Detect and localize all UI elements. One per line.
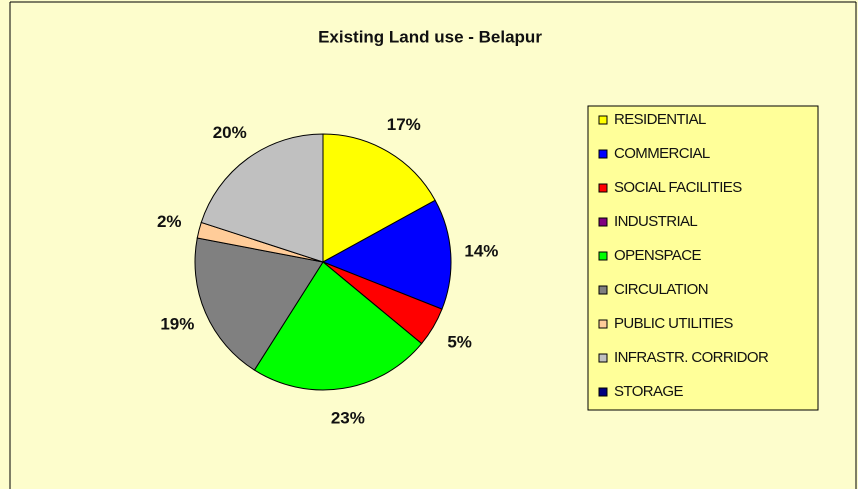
data-label: 19% bbox=[160, 315, 194, 334]
legend-label: PUBLIC UTILITIES bbox=[614, 315, 733, 332]
legend-label: RESIDENTIAL bbox=[614, 111, 706, 128]
legend-swatch bbox=[598, 183, 608, 193]
legend-box bbox=[587, 105, 819, 411]
legend-swatch bbox=[598, 115, 608, 125]
pie-slice bbox=[321, 199, 452, 310]
legend-swatch bbox=[598, 285, 608, 295]
data-label: 5% bbox=[447, 332, 472, 351]
pie-slice bbox=[322, 133, 436, 263]
legend-swatch bbox=[598, 387, 608, 397]
pie-slice bbox=[253, 261, 423, 391]
pie-slice bbox=[194, 237, 324, 371]
data-label: 20% bbox=[213, 123, 247, 142]
legend-label: STORAGE bbox=[614, 383, 683, 400]
legend-label: INFRASTR. CORRIDOR bbox=[614, 349, 769, 366]
pie-slice bbox=[200, 133, 324, 263]
data-label: 2% bbox=[157, 212, 182, 231]
legend-label: SOCIAL FACILITIES bbox=[614, 179, 742, 196]
legend-swatch bbox=[598, 149, 608, 159]
legend-swatch bbox=[598, 319, 608, 329]
data-label: 23% bbox=[331, 408, 365, 427]
chart-title: Existing Land use - Belapur bbox=[318, 27, 542, 46]
data-label: 17% bbox=[387, 115, 421, 134]
legend-swatch bbox=[598, 353, 608, 363]
legend-label: COMMERCIAL bbox=[614, 145, 710, 162]
legend-label: CIRCULATION bbox=[614, 281, 708, 298]
legend-label: INDUSTRIAL bbox=[614, 213, 697, 230]
legend-label: OPENSPACE bbox=[614, 247, 701, 264]
legend-swatch bbox=[598, 217, 608, 227]
legend-swatch bbox=[598, 251, 608, 261]
data-label: 14% bbox=[464, 242, 498, 261]
